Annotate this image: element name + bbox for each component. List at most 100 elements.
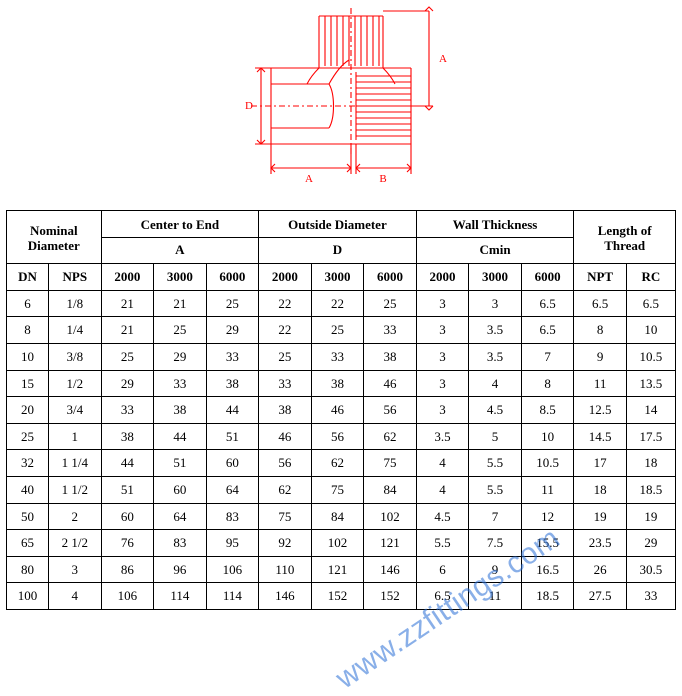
table-cell: 50 [7,503,49,530]
table-cell: 33 [206,343,259,370]
table-cell: 4 [416,476,469,503]
table-cell: 33 [626,583,675,610]
table-cell: 60 [101,503,154,530]
table-cell: 64 [154,503,207,530]
table-cell: 92 [259,530,312,557]
spec-table: Nominal Diameter Center to End Outside D… [6,210,676,610]
table-cell: 25 [101,343,154,370]
table-cell: 6 [7,290,49,317]
table-cell: 76 [101,530,154,557]
hdr-nominal-diameter: Nominal Diameter [7,211,102,264]
table-cell: 29 [101,370,154,397]
dim-label-B: B [379,173,386,185]
hdr-A: A [101,237,259,264]
table-cell: 18.5 [626,476,675,503]
table-cell: 114 [206,583,259,610]
table-cell: 18.5 [521,583,574,610]
table-row: 50260648375841024.57121919 [7,503,676,530]
table-cell: 3 [416,397,469,424]
table-cell: 33 [101,397,154,424]
table-cell: 80 [7,556,49,583]
table-cell: 11 [521,476,574,503]
table-cell: 110 [259,556,312,583]
table-row: 10041061141141461521526.51118.527.533 [7,583,676,610]
table-cell: 3 [469,290,522,317]
hdr-D: D [259,237,417,264]
table-cell: 21 [154,290,207,317]
table-row: 2513844514656623.551014.517.5 [7,423,676,450]
table-cell: 5.5 [469,450,522,477]
table-row: 61/8212125222225336.56.56.5 [7,290,676,317]
table-cell: 95 [206,530,259,557]
table-cell: 14.5 [574,423,627,450]
table-cell: 38 [311,370,364,397]
spec-table-body: 61/8212125222225336.56.56.581/4212529222… [7,290,676,609]
table-cell: 25 [311,317,364,344]
table-cell: 44 [206,397,259,424]
table-cell: 114 [154,583,207,610]
table-cell: 1 1/2 [49,476,102,503]
table-cell: 3.5 [416,423,469,450]
table-cell: 7 [469,503,522,530]
table-cell: 38 [101,423,154,450]
table-cell: 11 [469,583,522,610]
table-cell: 7 [521,343,574,370]
table-cell: 60 [154,476,207,503]
table-cell: 121 [364,530,417,557]
table-cell: 17 [574,450,627,477]
table-cell: 33 [364,317,417,344]
table-cell: 10.5 [521,450,574,477]
table-cell: 51 [101,476,154,503]
table-cell: 6 [416,556,469,583]
table-cell: 1 [49,423,102,450]
hdr-outside-diameter: Outside Diameter [259,211,417,238]
table-cell: 5.5 [416,530,469,557]
table-row: 151/22933383338463481113.5 [7,370,676,397]
table-cell: 64 [206,476,259,503]
table-cell: 75 [259,503,312,530]
table-cell: 152 [311,583,364,610]
table-cell: 6.5 [626,290,675,317]
table-cell: 6.5 [521,290,574,317]
table-cell: 1 1/4 [49,450,102,477]
table-cell: 29 [626,530,675,557]
table-row: 103/825293325333833.57910.5 [7,343,676,370]
table-cell: 38 [206,370,259,397]
hdr-length-of-thread: Length of Thread [574,211,676,264]
table-cell: 22 [259,317,312,344]
table-cell: 1/8 [49,290,102,317]
table-cell: 3/4 [49,397,102,424]
table-cell: 46 [311,397,364,424]
table-cell: 23.5 [574,530,627,557]
table-cell: 100 [7,583,49,610]
spec-table-wrap: Nominal Diameter Center to End Outside D… [0,208,682,610]
table-row: 321 1/444516056627545.510.51718 [7,450,676,477]
table-cell: 44 [101,450,154,477]
header-row-1: Nominal Diameter Center to End Outside D… [7,211,676,238]
table-cell: 146 [259,583,312,610]
table-cell: 3.5 [469,343,522,370]
table-cell: 84 [364,476,417,503]
table-cell: 56 [364,397,417,424]
table-cell: 22 [311,290,364,317]
table-cell: 38 [154,397,207,424]
table-cell: 30.5 [626,556,675,583]
table-cell: 33 [311,343,364,370]
table-cell: 20 [7,397,49,424]
table-cell: 6.5 [574,290,627,317]
table-cell: 2 [49,503,102,530]
table-cell: 33 [259,370,312,397]
table-cell: 3/8 [49,343,102,370]
table-cell: 3 [416,290,469,317]
table-cell: 8 [521,370,574,397]
table-cell: 7.5 [469,530,522,557]
table-cell: 3 [49,556,102,583]
col-A-2000: 2000 [101,264,154,291]
col-A-3000: 3000 [154,264,207,291]
table-cell: 17.5 [626,423,675,450]
table-cell: 60 [206,450,259,477]
col-RC: RC [626,264,675,291]
table-cell: 4.5 [416,503,469,530]
table-cell: 38 [259,397,312,424]
table-cell: 29 [206,317,259,344]
